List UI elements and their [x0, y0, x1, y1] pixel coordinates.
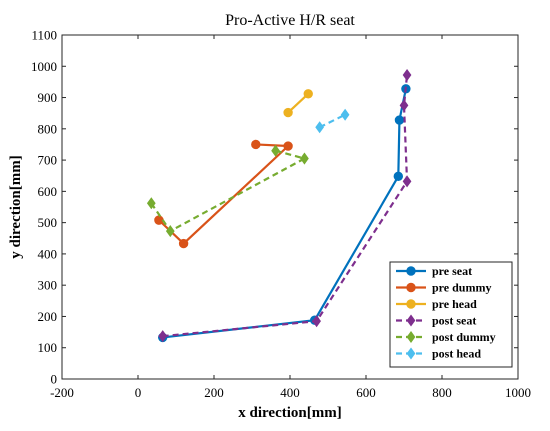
y-tick-label: 0	[51, 372, 58, 387]
y-tick-label: 500	[38, 215, 58, 230]
legend-label-post-head: post head	[432, 347, 481, 361]
series-layer	[146, 68, 412, 343]
legend-label-pre-seat: pre seat	[432, 264, 472, 278]
series-line-post-head	[319, 113, 346, 129]
x-tick-label: 200	[204, 385, 224, 400]
series-post-seat	[158, 68, 412, 343]
x-tick-label: 600	[356, 385, 376, 400]
legend-label-post-dummy: post dummy	[432, 330, 496, 344]
y-tick-label: 600	[38, 184, 58, 199]
legend-marker-post-head	[406, 347, 416, 360]
data-point-pre-dummy	[251, 139, 261, 150]
series-pre-head	[283, 89, 313, 118]
x-tick-label: 800	[432, 385, 452, 400]
y-tick-label: 800	[38, 121, 58, 136]
legend-marker-post-dummy	[406, 330, 416, 344]
legend-marker-post-seat	[406, 314, 416, 327]
data-point-pre-head	[283, 107, 293, 118]
legend-marker-pre-dummy	[406, 282, 416, 293]
data-point-post-seat	[399, 99, 409, 112]
legend-label-pre-dummy: pre dummy	[432, 281, 491, 295]
data-point-pre-head	[303, 89, 313, 99]
legend-label-post-seat: post seat	[432, 314, 476, 328]
data-point-pre-seat	[394, 115, 405, 125]
legend-label-pre-head: pre head	[432, 297, 477, 311]
data-point-pre-dummy	[178, 238, 189, 249]
series-line-post-dummy	[150, 149, 308, 233]
y-tick-label: 900	[38, 90, 58, 105]
data-point-post-seat	[402, 175, 412, 188]
y-tick-label: 1000	[31, 59, 57, 74]
y-tick-label: 700	[38, 153, 58, 168]
y-tick-label: 400	[38, 246, 58, 261]
series-post-dummy	[146, 144, 309, 238]
series-post-head	[315, 108, 350, 134]
data-point-post-dummy	[165, 225, 175, 238]
x-axis-label: x direction[mm]	[238, 405, 341, 421]
y-tick-label: 200	[38, 309, 58, 324]
data-point-post-dummy	[146, 197, 156, 210]
y-axis-label: y direction[mm]	[8, 155, 24, 258]
data-point-post-seat	[402, 68, 412, 82]
x-tick-label: 400	[280, 385, 300, 400]
y-tick-label: 100	[38, 340, 58, 355]
data-point-post-dummy	[300, 152, 309, 165]
data-point-pre-dummy	[154, 215, 164, 225]
data-point-post-seat	[158, 330, 168, 343]
legend-marker-pre-head	[406, 299, 416, 309]
data-point-post-seat	[312, 315, 321, 328]
data-point-post-head	[340, 108, 350, 121]
data-point-pre-seat	[393, 171, 403, 182]
legend-marker-pre-seat	[406, 266, 416, 276]
data-point-post-dummy	[271, 144, 280, 157]
chart-title: Pro-Active H/R seat	[225, 12, 355, 29]
y-tick-label: 1100	[31, 28, 57, 43]
y-tick-label: 300	[38, 278, 58, 293]
axis-ticks: -200 0 200 400 600 800 10000100200300400500600…	[31, 28, 531, 401]
x-tick-label: 0	[135, 385, 142, 400]
x-tick-label: -200	[50, 385, 74, 400]
x-tick-label: 1000	[505, 385, 531, 400]
data-point-post-head	[315, 121, 325, 134]
legend: pre seat pre dummy pre head post seat post d…	[389, 261, 513, 368]
data-point-pre-dummy	[283, 141, 293, 151]
